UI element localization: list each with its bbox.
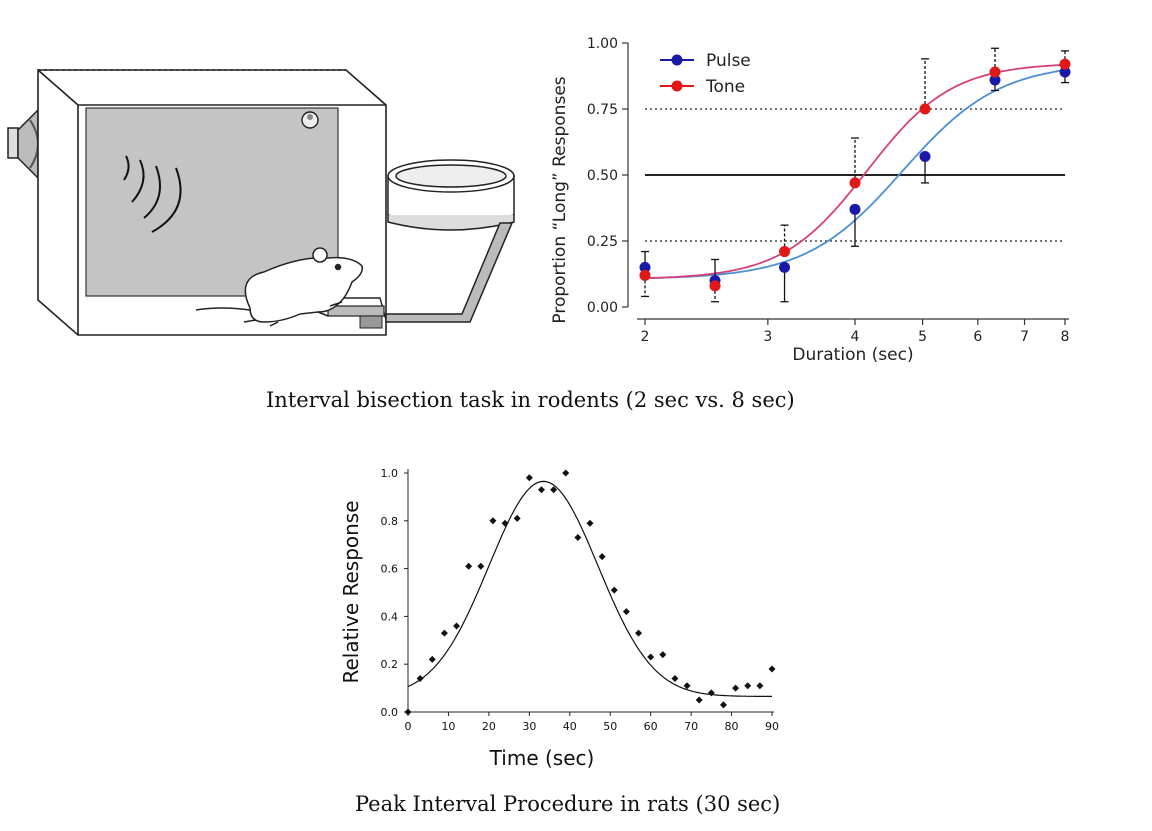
x-tick-label: 5	[918, 329, 927, 345]
x-tick-label: 70	[684, 720, 698, 733]
data-point	[744, 682, 752, 690]
data-point	[453, 622, 461, 630]
legend-marker	[671, 80, 683, 92]
data-point	[695, 696, 703, 704]
data-point-tone	[919, 103, 931, 115]
x-tick-label: 8	[1061, 329, 1070, 345]
data-point	[719, 701, 727, 709]
data-point	[707, 689, 715, 697]
data-point	[489, 517, 497, 525]
data-point-tone	[1059, 58, 1071, 70]
data-point	[574, 534, 582, 542]
data-point	[477, 562, 485, 570]
data-point-tone	[709, 280, 721, 292]
speaker-icon	[7, 108, 39, 180]
x-tick-label: 20	[482, 720, 496, 733]
y-tick-label: 0.0	[381, 706, 399, 719]
data-point	[768, 665, 776, 673]
data-point	[647, 653, 655, 661]
x-tick-label: 90	[765, 720, 779, 733]
data-point-pulse	[1059, 66, 1071, 78]
data-point	[537, 486, 545, 494]
data-point	[525, 474, 533, 482]
operant-chamber-illustration	[7, 69, 515, 336]
y-axis-label: Proportion “Long” Responses	[550, 76, 570, 323]
data-point	[440, 629, 448, 637]
x-tick-label: 50	[603, 720, 617, 733]
pellet-dispenser-icon	[385, 159, 515, 323]
x-tick-label: 4	[851, 329, 860, 345]
y-axis-label: Relative Response	[339, 500, 363, 683]
x-tick-label: 60	[644, 720, 658, 733]
data-point	[756, 682, 764, 690]
data-point	[562, 469, 570, 477]
data-point-tone	[989, 66, 1001, 78]
sound-wave-icon	[123, 155, 182, 233]
data-point-pulse	[779, 261, 791, 273]
y-tick-label: 0.75	[587, 102, 618, 118]
peak-interval-chart: 0.0 0.2 0.4 0.6 0.8 1.0 0 10 20 30 40 50 60 70 80 90 Ti…	[339, 467, 779, 770]
x-axis-label: Time (sec)	[489, 746, 595, 770]
data-point	[586, 519, 594, 527]
x-tick-label: 2	[641, 329, 650, 345]
y-tick-label: 0.4	[381, 610, 399, 623]
data-point	[465, 562, 473, 570]
house-light-icon	[301, 111, 319, 129]
data-point-pulse	[639, 261, 651, 273]
top-figure-caption: Interval bisection task in rodents (2 se…	[266, 388, 795, 412]
x-tick-label: 7	[1020, 329, 1029, 345]
y-tick-label: 0.8	[381, 515, 399, 528]
data-point	[659, 651, 667, 659]
data-point-pulse	[849, 203, 861, 215]
data-point	[671, 675, 679, 683]
data-point	[513, 514, 521, 522]
bisection-chart: 0.00 0.25 0.50 0.75 1.00 2 3 4 5 6 7 8 Pulse Tone Du…	[550, 36, 1071, 365]
lever-icon	[327, 305, 385, 329]
data-point	[683, 682, 691, 690]
legend-marker	[671, 54, 683, 66]
data-point	[610, 586, 618, 594]
x-tick-label: 10	[441, 720, 455, 733]
x-axis-label: Duration (sec)	[792, 345, 913, 365]
bottom-figure-caption: Peak Interval Procedure in rats (30 sec)	[355, 792, 781, 816]
x-tick-label: 3	[763, 329, 772, 345]
x-tick-label: 0	[405, 720, 412, 733]
x-tick-label: 80	[725, 720, 739, 733]
x-tick-label: 6	[973, 329, 982, 345]
data-point	[598, 553, 606, 561]
data-point-pulse	[989, 74, 1001, 86]
data-point	[501, 519, 509, 527]
legend-label: Tone	[705, 77, 745, 97]
data-point	[404, 708, 412, 716]
data-point-tone	[779, 246, 791, 258]
y-tick-label: 0.2	[381, 658, 399, 671]
data-point	[635, 629, 643, 637]
data-point-pulse	[919, 151, 931, 163]
gaussian-fit-curve	[407, 480, 772, 697]
data-point	[732, 684, 740, 692]
rat-icon	[195, 247, 364, 327]
x-tick-label: 30	[522, 720, 536, 733]
legend-label: Pulse	[706, 51, 751, 71]
y-tick-label: 0.00	[587, 300, 618, 316]
data-point	[428, 655, 436, 663]
data-point-tone	[639, 269, 651, 281]
y-tick-label: 0.50	[587, 168, 618, 184]
y-tick-label: 0.6	[381, 563, 399, 576]
data-point	[416, 675, 424, 683]
data-point-tone	[849, 177, 861, 189]
data-point	[550, 486, 558, 494]
y-tick-label: 1.00	[587, 36, 618, 52]
y-tick-label: 0.25	[587, 234, 618, 250]
x-tick-label: 40	[563, 720, 577, 733]
data-point	[622, 608, 630, 616]
y-tick-label: 1.0	[381, 467, 399, 480]
